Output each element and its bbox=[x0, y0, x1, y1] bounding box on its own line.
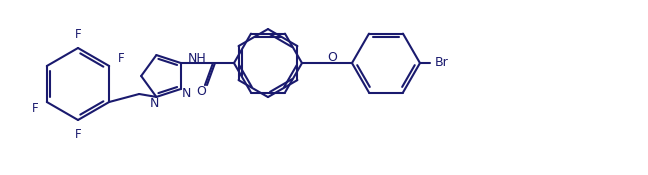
Text: Br: Br bbox=[435, 56, 449, 69]
Text: F: F bbox=[31, 103, 38, 116]
Text: NH: NH bbox=[188, 52, 206, 65]
Text: N: N bbox=[150, 97, 159, 110]
Text: O: O bbox=[327, 51, 337, 64]
Text: F: F bbox=[75, 27, 81, 40]
Text: O: O bbox=[196, 85, 206, 98]
Text: F: F bbox=[118, 52, 124, 65]
Text: F: F bbox=[75, 128, 81, 141]
Text: N: N bbox=[182, 87, 191, 100]
